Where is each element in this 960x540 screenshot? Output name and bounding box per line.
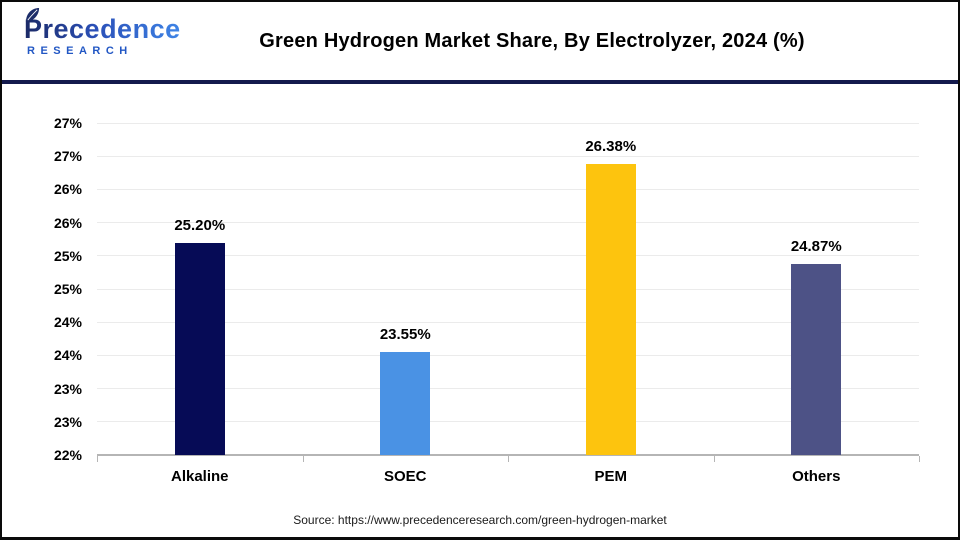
precedence-research-logo: Precedence RESEARCH <box>24 7 184 57</box>
bar-alkaline <box>174 242 225 455</box>
gridline <box>97 288 919 290</box>
x-axis-category-label: SOEC <box>383 468 427 485</box>
y-axis-tick-label: 22% <box>53 447 82 463</box>
y-axis-tick-label: 26% <box>53 214 82 231</box>
x-axis-tick <box>97 456 98 462</box>
x-axis-line <box>97 454 919 456</box>
gridline <box>97 321 919 323</box>
logo-sub-text: RESEARCH <box>27 45 133 57</box>
bar-value-label: 26.38% <box>585 138 637 156</box>
y-axis-tick-label: 24% <box>53 314 82 331</box>
x-axis-tick <box>919 456 920 462</box>
gridline <box>97 222 919 224</box>
gridline <box>97 255 919 257</box>
y-axis-tick-label: 24% <box>53 347 82 364</box>
bar-pem <box>585 164 636 455</box>
x-axis-category-label: Others <box>792 468 841 485</box>
header: Precedence RESEARCH Green Hydrogen Marke… <box>2 2 958 80</box>
y-axis-tick-label: 23% <box>53 413 82 430</box>
y-axis-tick-label: 25% <box>53 281 82 297</box>
y-axis-tick-label: 27% <box>53 115 82 131</box>
y-axis-tick-label: 25% <box>53 247 82 264</box>
gridline <box>97 354 919 356</box>
bar-value-label: 25.20% <box>174 216 226 234</box>
x-axis-tick <box>508 456 509 462</box>
bar-soec <box>380 352 431 455</box>
gridline <box>97 388 919 390</box>
x-axis-category-label: PEM <box>594 468 627 485</box>
y-axis-tick-label: 26% <box>53 181 82 198</box>
y-axis-tick-label: 23% <box>53 380 82 397</box>
y-axis-tick-label: 27% <box>53 148 82 165</box>
gridline <box>97 155 919 157</box>
logo-brand-text: Precedence <box>24 14 184 44</box>
leaf-icon <box>25 7 40 23</box>
chart-title: Green Hydrogen Market Share, By Electrol… <box>259 30 805 52</box>
gridline <box>97 122 919 124</box>
x-axis-tick <box>713 456 715 462</box>
bar-value-label: 23.55% <box>379 326 431 344</box>
bar-others <box>791 264 842 455</box>
bar-value-label: 24.87% <box>790 238 842 256</box>
x-axis-category-label: Alkaline <box>170 468 229 485</box>
gridline <box>97 188 919 190</box>
source-citation: Source: https://www.precedenceresearch.c… <box>293 513 667 527</box>
header-divider <box>2 80 958 84</box>
x-axis-tick <box>302 456 304 462</box>
gridline <box>97 421 919 423</box>
